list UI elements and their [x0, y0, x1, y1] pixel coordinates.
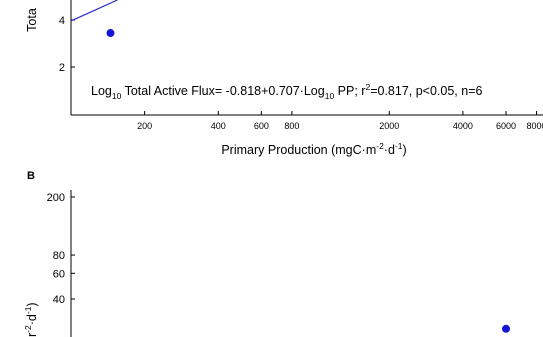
y-tick-label-b-1: 80: [53, 250, 65, 262]
x-title-mid: ·d: [384, 143, 395, 157]
y-title-b-mid: ·d: [25, 314, 39, 325]
eq-subscript-1: 10: [112, 91, 122, 101]
eq-text-1: Total Active Flux= -0.818+0.707·Log: [121, 84, 324, 98]
x-tick-label-a-2: 600: [254, 121, 269, 131]
x-tick-label-a-3: 800: [284, 121, 299, 131]
x-tick-label-a-0: 200: [137, 121, 152, 131]
x-tick-label-a-5: 4000: [453, 121, 473, 131]
y-title-b-exp-1: -2: [23, 325, 33, 333]
x-title-exp-2: -1: [395, 141, 403, 151]
eq-superscript: 2: [365, 82, 370, 92]
panel-b: B 200 80 60 40 r-2·d-1): [23, 170, 510, 337]
y-tick-label-b-3: 40: [53, 294, 65, 306]
x-axis-title-a: Primary Production (mgC·m-2·d-1): [221, 141, 406, 157]
y-title-b-exp-2: -1: [23, 306, 33, 314]
y-tick-label-a-0: 2: [59, 62, 65, 74]
eq-text-3: =0.817, p<0.05, n=6: [370, 84, 482, 98]
regression-equation: Log10 Total Active Flux= -0.818+0.707·Lo…: [91, 82, 482, 101]
panel-label-b: B: [27, 170, 35, 182]
eq-log-prefix: Log: [91, 84, 112, 98]
y-tick-label-a-1: 4: [59, 15, 65, 27]
eq-text-2: PP; r: [334, 84, 365, 98]
x-tick-label-a-7: 8000: [527, 121, 543, 131]
x-tick-label-a-4: 2000: [379, 121, 399, 131]
y-title-b-main: r: [25, 333, 39, 337]
eq-subscript-2: 10: [325, 91, 335, 101]
fit-line-a: [70, 0, 118, 22]
data-point-b-1: [501, 324, 510, 333]
x-title-exp-1: -2: [376, 141, 384, 151]
y-axis-title-a: Tota: [25, 8, 39, 32]
x-tick-label-a-1: 400: [211, 121, 226, 131]
panel-a: 242004006008002000400060008000Log10 Tota…: [25, 0, 543, 157]
y-tick-label-b-2: 60: [53, 268, 65, 280]
y-tick-label-b-0: 200: [47, 192, 65, 204]
x-title-end: ): [402, 143, 406, 157]
y-axis-title-b: r-2·d-1): [23, 302, 39, 337]
x-title-main: Primary Production (mgC·m: [221, 143, 376, 157]
data-point-a-0: [106, 29, 115, 38]
x-tick-label-a-6: 6000: [496, 121, 516, 131]
y-title-b-end: ): [25, 302, 39, 306]
